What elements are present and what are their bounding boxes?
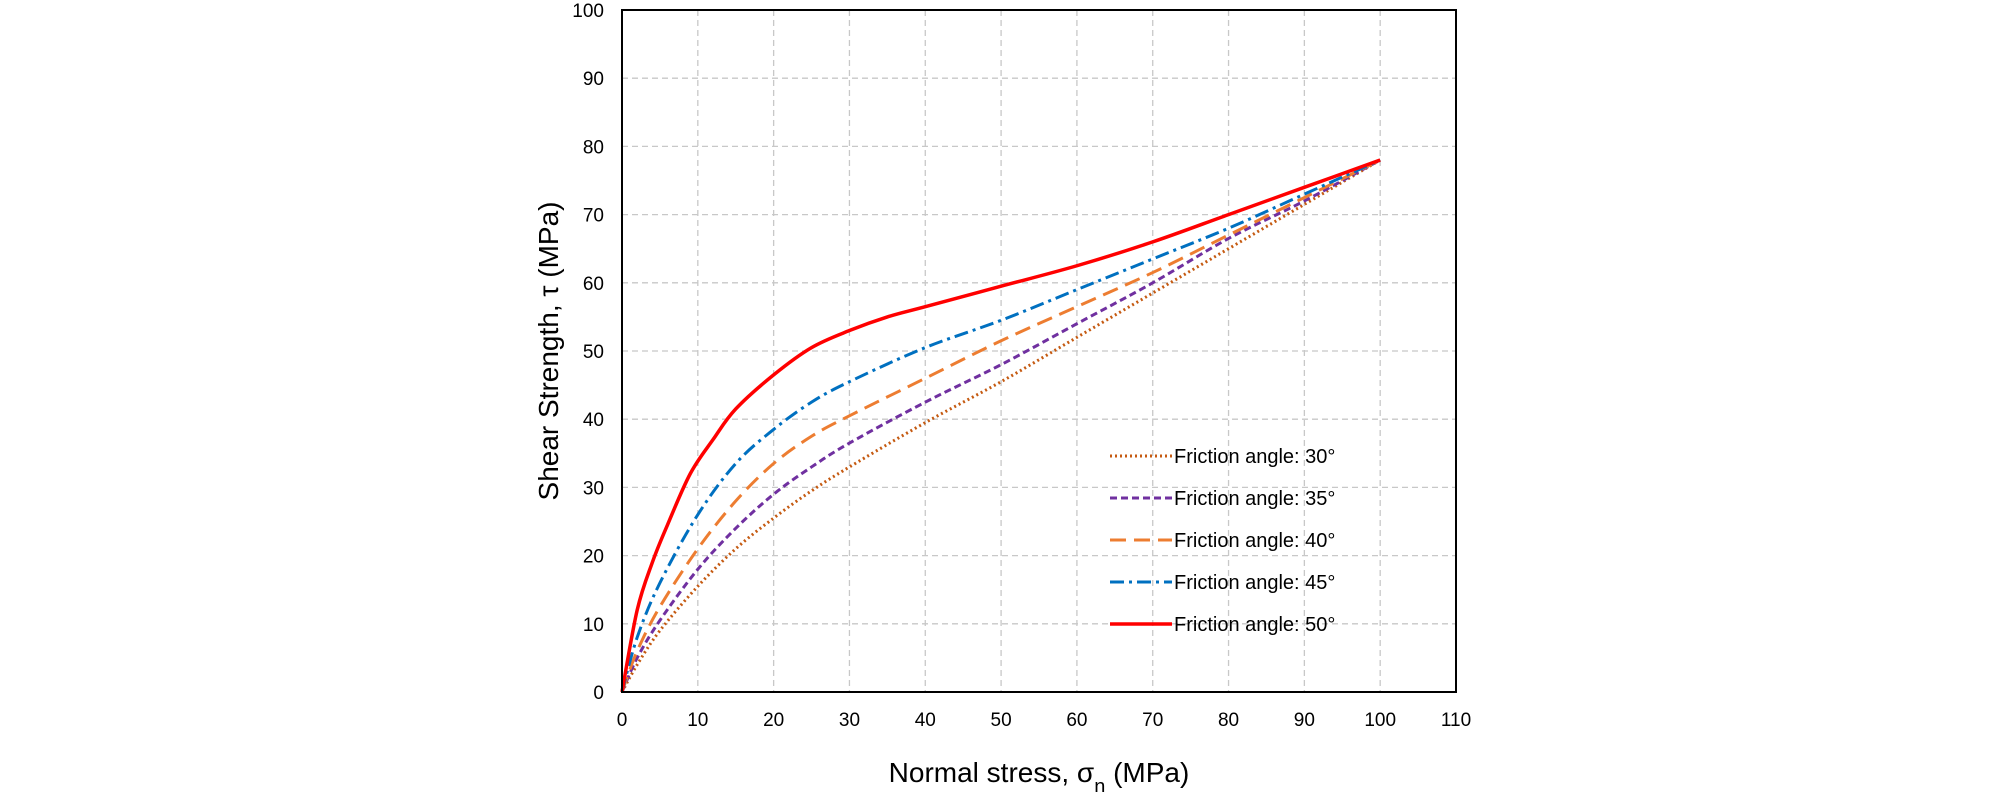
x-tick-label: 50: [991, 710, 1012, 731]
x-axis-title-units: (MPa): [1105, 757, 1189, 788]
y-tick-label: 30: [583, 478, 604, 499]
legend: Friction angle: 30° Friction angle: 35° Fr…: [1110, 446, 1335, 636]
series-line-5: [620, 158, 1381, 693]
y-tick-label: 40: [583, 410, 604, 431]
y-tick-label: 90: [583, 69, 604, 90]
x-axis-title-subscript: n: [1094, 776, 1105, 792]
x-tick-label: 0: [617, 710, 628, 731]
y-tick-label: 0: [593, 683, 604, 704]
legend-label-5: Friction angle: 50°: [1174, 614, 1335, 636]
plot-area-border: [621, 9, 1457, 693]
x-tick-label: 90: [1294, 710, 1315, 731]
x-tick-label: 100: [1364, 710, 1396, 731]
y-tick-label: 20: [583, 547, 604, 568]
x-tick-label: 20: [763, 710, 784, 731]
y-tick-label: 60: [583, 274, 604, 295]
y-tick-label: 100: [572, 1, 604, 22]
x-tick-label: 30: [839, 710, 860, 731]
x-tick-label: 70: [1142, 710, 1163, 731]
legend-label-4: Friction angle: 45°: [1174, 572, 1335, 594]
series-line-3: [620, 158, 1381, 693]
y-tick-label: 80: [583, 137, 604, 158]
x-tick-label: 110: [1441, 710, 1471, 731]
legend-label-1: Friction angle: 30°: [1174, 446, 1335, 468]
legend-label-3: Friction angle: 40°: [1174, 530, 1335, 552]
x-axis-title-main: Normal stress, σ: [889, 757, 1095, 788]
series-lines: [620, 158, 1381, 693]
x-tick-labels: 0 10 20 30 40 50 60 70 80 90 100 110: [617, 710, 1471, 731]
series-line-1: [620, 158, 1381, 693]
grid-lines: [622, 10, 1456, 692]
x-axis-title: Normal stress, σn (MPa): [889, 757, 1190, 792]
y-tick-label: 50: [583, 342, 604, 363]
x-tick-label: 80: [1218, 710, 1239, 731]
y-tick-label: 70: [583, 206, 604, 227]
series-line-4: [620, 158, 1381, 693]
legend-label-2: Friction angle: 35°: [1174, 488, 1335, 510]
y-axis-title: Shear Strength, τ (MPa): [533, 202, 564, 501]
x-tick-label: 10: [687, 710, 708, 731]
y-tick-label: 10: [583, 615, 604, 636]
x-tick-label: 40: [915, 710, 936, 731]
x-tick-label: 60: [1066, 710, 1087, 731]
y-tick-labels: 0 10 20 30 40 50 60 70 80 90 100: [572, 1, 604, 704]
